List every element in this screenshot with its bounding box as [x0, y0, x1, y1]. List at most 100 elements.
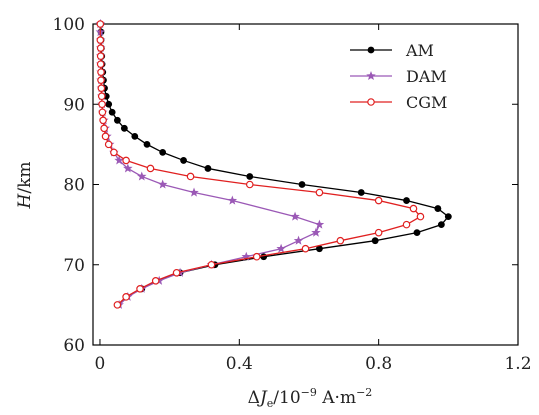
point-dam: [311, 227, 321, 237]
point-dam: [123, 163, 133, 173]
point-am: [180, 157, 187, 164]
point-cgm: [110, 148, 118, 157]
legend: AM DAM CGM: [350, 41, 447, 112]
point-cgm: [97, 92, 106, 101]
y-axis-symbol: H: [15, 192, 35, 209]
point-dam: [314, 219, 325, 229]
x-tick-label: 0.8: [365, 354, 392, 374]
series-line-cgm: [99, 24, 422, 306]
point-am: [143, 140, 151, 148]
point-cgm: [186, 172, 195, 181]
point-cgm: [96, 52, 105, 60]
point-cgm: [245, 180, 254, 189]
x-axis-unit-exponent: −2: [356, 386, 372, 399]
point-am: [108, 108, 116, 116]
legend-label-am: AM: [405, 41, 434, 60]
point-cgm: [97, 84, 106, 93]
point-cgm: [99, 116, 107, 125]
point-dam: [227, 195, 238, 205]
point-cgm: [98, 100, 106, 109]
point-dam: [137, 171, 147, 181]
point-cgm: [374, 196, 383, 205]
point-dam: [293, 235, 304, 245]
legend-item-am: AM: [350, 41, 434, 60]
y-axis-unit: /km: [15, 162, 35, 194]
point-am: [298, 181, 306, 188]
point-dam: [157, 179, 168, 189]
y-axis-title: H/km: [15, 162, 35, 210]
y-tick-label: 100: [53, 15, 85, 35]
point-cgm: [101, 132, 110, 141]
point-cgm: [96, 60, 105, 68]
point-cgm: [98, 108, 107, 117]
point-am: [260, 253, 268, 261]
point-dam: [276, 243, 286, 253]
y-tick-label: 80: [63, 176, 85, 196]
point-cgm: [402, 220, 411, 229]
point-cgm: [136, 285, 144, 293]
x-axis-delta: Δ: [248, 388, 260, 408]
point-cgm: [100, 124, 108, 133]
legend-label-cgm: CGM: [406, 93, 447, 112]
point-am: [437, 221, 445, 229]
point-am: [444, 213, 452, 221]
point-am: [316, 245, 323, 253]
point-am: [357, 189, 365, 196]
point-cgm: [96, 44, 105, 52]
point-am: [204, 165, 212, 172]
series-line-am: [100, 23, 450, 306]
point-am: [434, 205, 442, 212]
point-dam: [189, 187, 199, 197]
point-cgm: [151, 276, 160, 285]
legend-item-cgm: CGM: [350, 93, 447, 112]
point-cgm: [172, 268, 181, 277]
point-am: [105, 100, 113, 108]
point-cgm: [207, 260, 216, 269]
x-tick-label: 0: [95, 354, 106, 374]
point-cgm: [336, 236, 345, 245]
x-axis-subscript: e: [267, 397, 274, 410]
point-am: [413, 229, 421, 237]
point-am: [403, 197, 410, 204]
legend-label-dam: DAM: [406, 67, 447, 86]
series-am: [97, 20, 452, 309]
point-cgm: [122, 156, 130, 165]
series-layer: [95, 19, 452, 309]
x-axis-title: ΔJe/10−9 A·m−2: [248, 386, 373, 410]
point-am: [120, 124, 128, 132]
point-dam: [114, 155, 124, 165]
point-cgm: [96, 36, 105, 44]
legend-item-dam: DAM: [350, 67, 447, 86]
point-cgm: [416, 212, 425, 221]
point-cgm: [315, 188, 324, 197]
x-axis-exponent: −9: [301, 386, 317, 399]
point-cgm: [104, 140, 113, 149]
point-cgm: [409, 204, 418, 213]
point-cgm: [301, 244, 310, 253]
x-axis-symbol: J: [257, 388, 268, 408]
point-cgm: [96, 20, 105, 28]
point-cgm: [122, 293, 130, 301]
x-tick-label: 0.4: [226, 354, 253, 374]
point-cgm: [146, 164, 155, 173]
legend-marker-dam: [366, 71, 376, 81]
y-tick-label: 70: [63, 256, 85, 276]
x-tick-label: 1.2: [504, 354, 531, 374]
point-cgm: [97, 76, 105, 84]
point-am: [113, 116, 121, 124]
y-tick-label: 60: [63, 336, 85, 356]
point-am: [371, 237, 379, 245]
point-cgm: [252, 252, 261, 261]
x-axis-base: /10: [273, 388, 300, 408]
point-dam: [290, 211, 300, 221]
legend-marker-am: [367, 46, 375, 54]
point-cgm: [97, 68, 105, 76]
y-tick-label: 90: [63, 95, 85, 115]
axis-ticks: 0 0.4 0.8 1.2 60 70 80 90 100: [53, 15, 532, 374]
point-cgm: [113, 301, 122, 309]
point-am: [131, 132, 139, 140]
point-cgm: [374, 228, 383, 237]
point-am: [159, 149, 167, 156]
x-axis-unit: A·m: [317, 388, 356, 408]
